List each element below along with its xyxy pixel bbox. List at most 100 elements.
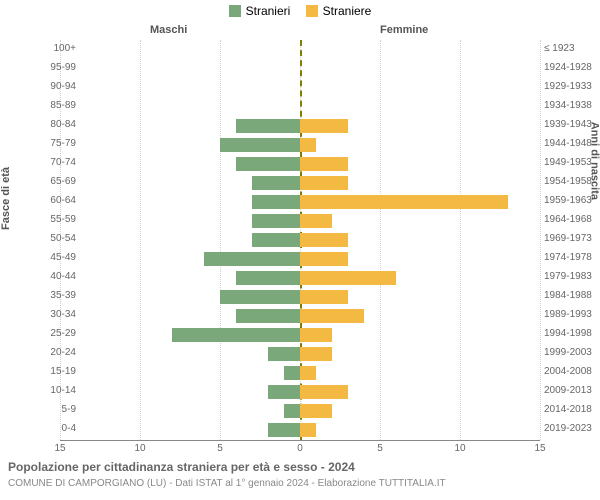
- y-axis-title-left: Fasce di età: [0, 167, 12, 230]
- footer-title: Popolazione per cittadinanza straniera p…: [8, 460, 355, 474]
- chart-row: [60, 40, 540, 59]
- chart-row: [60, 173, 540, 192]
- bar-female: [300, 290, 348, 304]
- chart-row: [60, 116, 540, 135]
- x-tick-label: 0: [297, 443, 303, 454]
- chart-row: [60, 78, 540, 97]
- legend-item-male: Stranieri: [229, 4, 291, 18]
- bar-female: [300, 309, 364, 323]
- bar-female: [300, 423, 316, 437]
- x-tick-label: 5: [217, 443, 223, 454]
- chart-row: [60, 401, 540, 420]
- bar-female: [300, 366, 316, 380]
- age-label: 85-89: [16, 100, 76, 111]
- bar-female: [300, 328, 332, 342]
- bar-female: [300, 119, 348, 133]
- birth-label: 1979-1983: [544, 271, 599, 282]
- x-tick-label: 15: [534, 443, 545, 454]
- chart-row: [60, 344, 540, 363]
- bar-female: [300, 404, 332, 418]
- chart-row: [60, 363, 540, 382]
- footer-subtitle: COMUNE DI CAMPORGIANO (LU) - Dati ISTAT …: [8, 478, 446, 489]
- age-label: 40-44: [16, 271, 76, 282]
- x-tick-label: 5: [377, 443, 383, 454]
- age-label: 100+: [16, 43, 76, 54]
- bar-male: [236, 271, 300, 285]
- x-tick-label: 10: [454, 443, 465, 454]
- birth-label: 1934-1938: [544, 100, 599, 111]
- bar-female: [300, 271, 396, 285]
- birth-label: 1954-1958: [544, 176, 599, 187]
- age-label: 35-39: [16, 290, 76, 301]
- bar-female: [300, 176, 348, 190]
- age-label: 80-84: [16, 119, 76, 130]
- legend-swatch-female: [306, 5, 318, 17]
- bar-female: [300, 385, 348, 399]
- bar-male: [236, 119, 300, 133]
- legend-label-male: Stranieri: [246, 4, 291, 18]
- birth-label: 2019-2023: [544, 423, 599, 434]
- birth-label: 1994-1998: [544, 328, 599, 339]
- birth-label: 1924-1928: [544, 62, 599, 73]
- chart-row: [60, 287, 540, 306]
- chart-row: [60, 230, 540, 249]
- chart-row: [60, 420, 540, 439]
- bar-female: [300, 347, 332, 361]
- age-label: 60-64: [16, 195, 76, 206]
- x-tick-label: 15: [54, 443, 65, 454]
- gridline: [540, 40, 541, 440]
- age-label: 50-54: [16, 233, 76, 244]
- bar-male: [204, 252, 300, 266]
- bar-male: [236, 309, 300, 323]
- age-label: 10-14: [16, 385, 76, 396]
- bar-male: [220, 290, 300, 304]
- birth-label: 1959-1963: [544, 195, 599, 206]
- age-label: 75-79: [16, 138, 76, 149]
- chart-row: [60, 192, 540, 211]
- birth-label: 1984-1988: [544, 290, 599, 301]
- bar-male: [252, 176, 300, 190]
- bar-male: [172, 328, 300, 342]
- birth-label: 1949-1953: [544, 157, 599, 168]
- bar-female: [300, 214, 332, 228]
- chart-row: [60, 211, 540, 230]
- birth-label: ≤ 1923: [544, 43, 599, 54]
- bar-male: [236, 157, 300, 171]
- bar-female: [300, 252, 348, 266]
- birth-label: 1974-1978: [544, 252, 599, 263]
- birth-label: 1929-1933: [544, 81, 599, 92]
- age-label: 45-49: [16, 252, 76, 263]
- pyramid-chart: Stranieri Straniere Maschi Femmine Fasce…: [0, 0, 600, 500]
- plot-area: [60, 40, 540, 441]
- bar-female: [300, 195, 508, 209]
- age-label: 0-4: [16, 423, 76, 434]
- age-label: 55-59: [16, 214, 76, 225]
- age-label: 95-99: [16, 62, 76, 73]
- age-label: 5-9: [16, 404, 76, 415]
- birth-label: 2004-2008: [544, 366, 599, 377]
- chart-row: [60, 154, 540, 173]
- chart-row: [60, 382, 540, 401]
- birth-label: 1944-1948: [544, 138, 599, 149]
- age-label: 90-94: [16, 81, 76, 92]
- bar-male: [252, 195, 300, 209]
- birth-label: 1964-1968: [544, 214, 599, 225]
- chart-row: [60, 306, 540, 325]
- bar-female: [300, 233, 348, 247]
- birth-label: 1999-2003: [544, 347, 599, 358]
- bar-female: [300, 138, 316, 152]
- legend-swatch-male: [229, 5, 241, 17]
- top-label-male: Maschi: [150, 24, 187, 36]
- age-label: 70-74: [16, 157, 76, 168]
- birth-label: 2009-2013: [544, 385, 599, 396]
- bar-male: [252, 233, 300, 247]
- chart-row: [60, 59, 540, 78]
- age-label: 20-24: [16, 347, 76, 358]
- bar-male: [284, 366, 300, 380]
- chart-row: [60, 249, 540, 268]
- chart-row: [60, 97, 540, 116]
- birth-label: 1969-1973: [544, 233, 599, 244]
- bar-male: [268, 347, 300, 361]
- chart-row: [60, 325, 540, 344]
- age-label: 25-29: [16, 328, 76, 339]
